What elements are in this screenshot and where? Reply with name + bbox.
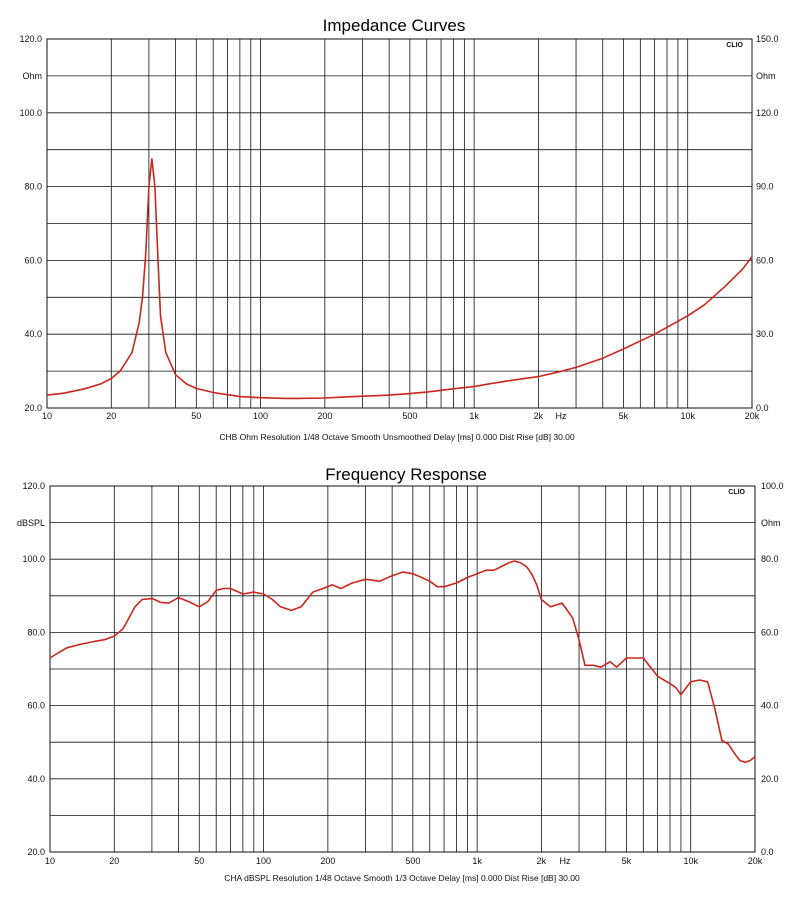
plot-frame [49,485,756,853]
y-tick-label-right: 0.0 [761,847,774,857]
y-tick-label-left: 120.0 [22,481,45,491]
chart-footer: CHA dBSPL Resolution 1/48 Octave Smooth … [224,873,580,883]
y-tick-label-right: 120.0 [756,108,779,118]
y-tick-label-right: 30.0 [756,329,774,339]
clio-brand-label: CLIO [728,489,745,496]
y-tick-label-right: 60.0 [756,255,774,265]
y-tick-label-left: 100.0 [19,108,42,118]
impedance-chart: Impedance Curves CLIO Ohm Ohm Hz CHB Ohm… [19,16,779,442]
chart-title: Frequency Response [325,465,487,484]
x-tick-label: 50 [191,411,201,421]
y-tick-label-right: 90.0 [756,182,774,192]
y-tick-label-left: 120.0 [19,34,42,44]
x-tick-label: 100 [256,856,271,866]
x-tick-label: 2k [534,411,544,421]
y-tick-label-right: 20.0 [761,774,779,784]
x-tick-label: 1k [472,856,482,866]
y-tick-label-left: 20.0 [27,847,45,857]
y-tick-label-right: 60.0 [761,627,779,637]
x-tick-label: 20 [109,856,119,866]
x-tick-label: 20k [748,856,763,866]
y-tick-label-left: 40.0 [27,774,45,784]
chart-footer: CHB Ohm Resolution 1/48 Octave Smooth Un… [219,432,575,442]
x-tick-label: 10k [683,856,698,866]
y-tick-label-right: 100.0 [761,481,784,491]
right-unit-label: Ohm [756,71,776,81]
grid [47,39,752,408]
series-line [49,560,756,764]
x-tick-label: 10 [42,411,52,421]
x-tick-label: 200 [320,856,335,866]
x-tick-label: 5k [622,856,632,866]
x-tick-label: 10k [680,411,695,421]
x-tick-label: 1k [469,411,479,421]
series-line [46,158,753,400]
y-tick-label-right: 150.0 [756,34,779,44]
x-tick-label: 50 [194,856,204,866]
y-tick-label-left: 100.0 [22,554,45,564]
x-tick-label: 10 [45,856,55,866]
y-tick-label-left: 60.0 [24,255,42,265]
left-unit-label: dBSPL [17,518,45,528]
x-tick-label: 20k [745,411,760,421]
y-tick-label-left: 40.0 [24,329,42,339]
y-tick-label-left: 80.0 [24,182,42,192]
right-unit-label: Ohm [761,518,781,528]
y-tick-label-right: 0.0 [756,403,769,413]
x-tick-label: 20 [106,411,116,421]
x-tick-label: 2k [537,856,547,866]
left-unit-label: Ohm [22,71,42,81]
grid [50,486,755,852]
clio-brand-label: CLIO [726,42,743,49]
plot-frame [46,38,753,409]
y-tick-label-left: 60.0 [27,701,45,711]
y-tick-label-left: 20.0 [24,403,42,413]
frequency-response-chart: Frequency Response CLIO dBSPL Ohm Hz CHA… [17,465,784,883]
y-tick-label-right: 80.0 [761,554,779,564]
x-tick-label: 500 [402,411,417,421]
x-tick-label: 200 [317,411,332,421]
y-tick-label-left: 80.0 [27,627,45,637]
x-unit-label: Hz [560,856,571,866]
x-unit-label: Hz [556,411,567,421]
chart-title: Impedance Curves [323,16,466,35]
x-tick-label: 100 [253,411,268,421]
x-tick-label: 5k [619,411,629,421]
y-tick-label-right: 40.0 [761,701,779,711]
x-tick-label: 500 [405,856,420,866]
